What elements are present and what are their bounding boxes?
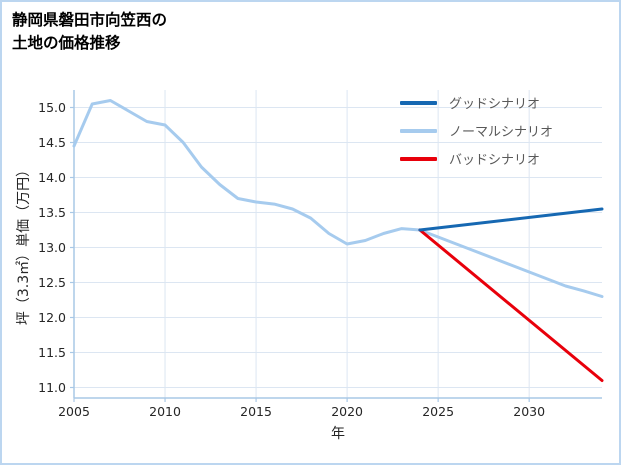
chart-title: 静岡県磐田市向笠西の 土地の価格推移 [12, 9, 167, 56]
y-tick-label: 13.0 [38, 240, 66, 255]
legend-swatch-good [400, 100, 437, 105]
legend-swatch-normal [400, 128, 437, 133]
x-tick-label: 2010 [149, 404, 181, 419]
y-tick-label: 14.0 [38, 170, 66, 185]
y-tick-label: 14.5 [38, 135, 66, 150]
legend: グッドシナリオ ノーマルシナリオ バッドシナリオ [400, 93, 553, 168]
legend-item-bad: バッドシナリオ [400, 149, 553, 168]
series-line-good [418, 207, 604, 232]
y-tick-label: 12.5 [38, 275, 66, 290]
legend-label-good: グッドシナリオ [449, 97, 541, 112]
x-tick-label: 2025 [422, 404, 454, 419]
legend-item-good: グッドシナリオ [400, 93, 553, 112]
y-tick-label: 11.0 [38, 380, 66, 395]
y-axis-label: 坪（3.3㎡）単価（万円） [16, 162, 32, 326]
y-tick-label: 11.5 [38, 345, 66, 360]
x-tick-label: 2030 [513, 404, 545, 419]
x-tick-label: 2015 [240, 404, 272, 419]
y-tick-label: 15.0 [38, 100, 66, 115]
x-tick-label: 2020 [331, 404, 363, 419]
legend-label-bad: バッドシナリオ [449, 153, 541, 168]
legend-label-normal: ノーマルシナリオ [449, 125, 554, 140]
chart-title-line1: 静岡県磐田市向笠西の [12, 11, 168, 29]
y-tick-label: 12.0 [38, 310, 66, 325]
legend-swatch-bad [400, 156, 437, 161]
x-tick-label: 2005 [58, 404, 90, 419]
y-tick-label: 13.5 [38, 205, 66, 220]
x-axis-label: 年 [331, 426, 345, 442]
series-line-normal [72, 99, 604, 298]
series-line-bad [418, 228, 604, 382]
legend-item-normal: ノーマルシナリオ [400, 121, 553, 140]
chart-title-line2: 土地の価格推移 [12, 34, 121, 53]
